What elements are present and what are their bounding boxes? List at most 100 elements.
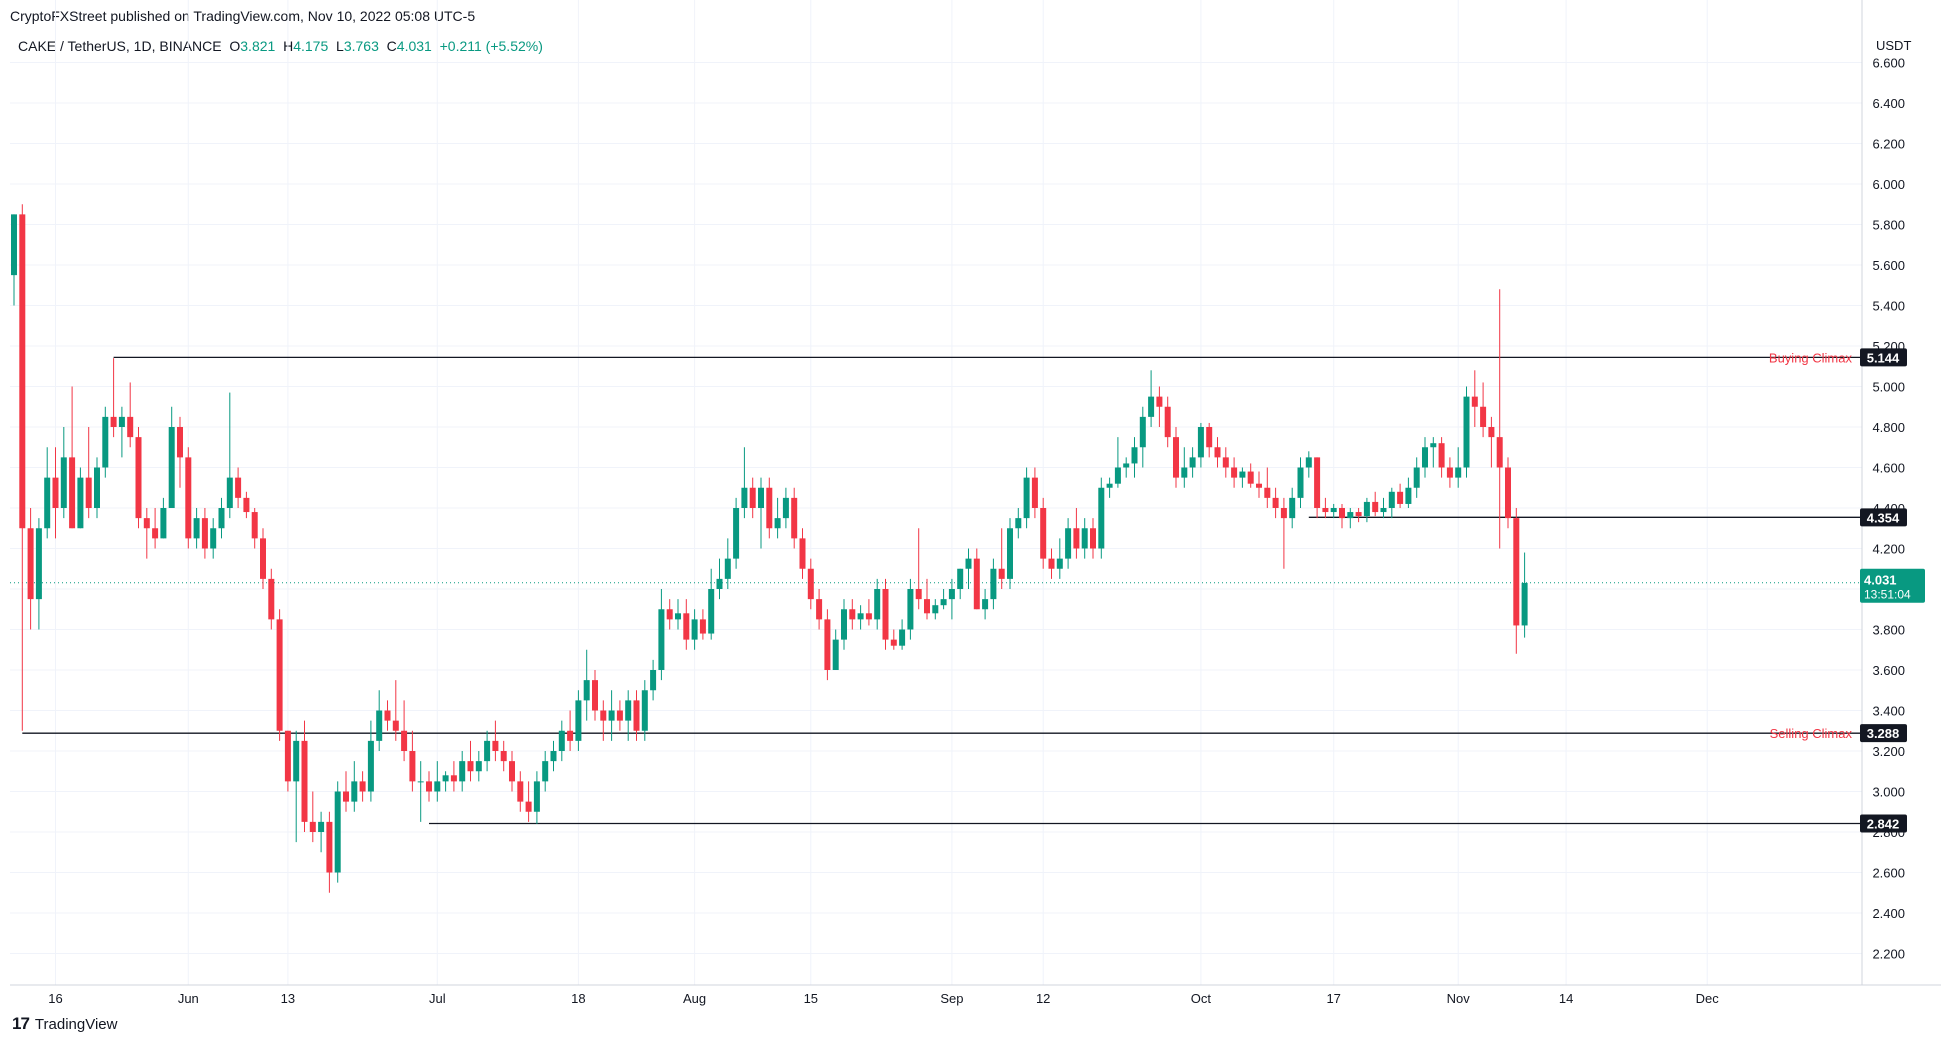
candle-body [699, 619, 706, 634]
candle-body [1297, 467, 1304, 498]
candle-body [1430, 443, 1437, 448]
tradingview-logo-icon: 17 [12, 1014, 30, 1033]
candle-body [1521, 582, 1528, 626]
candle-body [392, 720, 399, 731]
candle-body [675, 613, 681, 620]
candle-body [525, 801, 532, 812]
y-tick-label: 4.800 [1872, 420, 1905, 435]
last-price-tag [1860, 568, 1925, 603]
candle-body [434, 781, 441, 792]
candle-body [575, 700, 582, 741]
x-tick-label: Dec [1696, 991, 1720, 1006]
candle-body [1380, 508, 1387, 513]
x-tick-label: Nov [1447, 991, 1471, 1006]
candle-body [666, 609, 673, 620]
candle-body [741, 487, 748, 508]
candle-body [658, 609, 665, 670]
candle-body [542, 761, 549, 782]
y-tick-label: 5.800 [1872, 218, 1905, 233]
candle-body [1189, 457, 1196, 468]
y-tick-label: 6.600 [1872, 56, 1905, 71]
candle-body [243, 497, 250, 513]
candle-body [1397, 491, 1404, 504]
candle-body [409, 751, 416, 782]
candle-body [27, 528, 34, 600]
candle-body [334, 791, 341, 873]
candle-body [1231, 467, 1238, 478]
level-value-tag [1860, 814, 1907, 833]
tradingview-brand: TradingView [34, 1015, 118, 1033]
candle-body [625, 700, 632, 721]
y-tick-label: 2.400 [1872, 906, 1905, 921]
candle-body [359, 781, 366, 792]
candle-body [791, 497, 798, 539]
candle-body [1065, 528, 1072, 559]
x-tick-label: Oct [1191, 991, 1212, 1006]
candle-body [1339, 508, 1345, 519]
currency-label: USDT [1876, 38, 1912, 53]
candle-body [467, 761, 474, 772]
candle-body [865, 613, 872, 620]
candle-body [824, 619, 831, 670]
candle-body [185, 457, 192, 539]
x-tick-label: 17 [1326, 991, 1340, 1006]
candle-body [1173, 437, 1179, 478]
candle-body [426, 781, 432, 792]
candle-body [201, 518, 208, 549]
candle-body [932, 605, 939, 614]
candle-body [1114, 467, 1121, 484]
symbol-name[interactable]: CAKE / TetherUS, 1D, BINANCE [18, 38, 222, 54]
candle-body [882, 589, 889, 640]
candle-body [890, 639, 897, 646]
last-price-value: 4.031 [1864, 573, 1897, 588]
y-tick-label: 6.000 [1872, 177, 1905, 192]
candle-body [1480, 406, 1487, 427]
y-tick-label: 4.600 [1872, 461, 1905, 476]
candle-body [118, 416, 125, 427]
candle-body [284, 730, 291, 782]
y-tick-label: 2.200 [1872, 947, 1905, 962]
candle-body [857, 613, 864, 620]
candle-body [608, 710, 615, 721]
candle-body [965, 558, 972, 569]
candle-body [343, 791, 349, 802]
candle-body [1289, 497, 1296, 519]
candle-body [849, 609, 856, 620]
candle-body [807, 568, 814, 600]
candle-body [1056, 558, 1063, 569]
candle-body [401, 730, 408, 751]
candle-body [1181, 467, 1188, 478]
tradingview-footer[interactable]: 17 TradingView [12, 1014, 117, 1034]
x-tick-label: 14 [1559, 991, 1573, 1006]
candle-body [85, 477, 92, 508]
candle-body [583, 680, 590, 701]
candle-body [193, 518, 200, 539]
candle-body [218, 508, 225, 529]
level-value-label: 2.842 [1867, 816, 1900, 831]
candle-body [1513, 518, 1520, 626]
candle-body [1139, 416, 1146, 448]
candle-body [915, 589, 922, 600]
candle-body [874, 589, 881, 620]
candle-body [1471, 396, 1478, 407]
candle-body [1322, 508, 1329, 513]
candle-body [367, 740, 374, 792]
candle-body [1280, 508, 1287, 519]
candle-body [1446, 467, 1453, 478]
candle-body [616, 710, 623, 721]
candle-body [210, 528, 217, 549]
candle-body [1256, 483, 1262, 488]
candle-body [69, 457, 76, 529]
level-value-label: 3.288 [1867, 726, 1900, 741]
candle-body [1073, 528, 1080, 549]
candle-body [1164, 406, 1171, 438]
candle-body [235, 477, 242, 498]
candle-body [318, 821, 325, 832]
candle-body [160, 508, 167, 539]
candle-body [1438, 443, 1445, 468]
candle-body [1264, 487, 1271, 498]
open-label: O [229, 38, 241, 54]
x-tick-label: Jun [178, 991, 199, 1006]
candle-body [1455, 467, 1462, 478]
